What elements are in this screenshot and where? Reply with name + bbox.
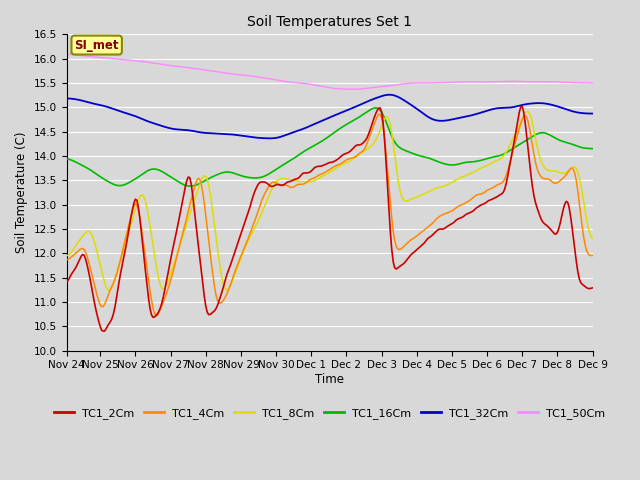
Title: Soil Temperatures Set 1: Soil Temperatures Set 1 (247, 15, 412, 29)
Y-axis label: Soil Temperature (C): Soil Temperature (C) (15, 132, 28, 253)
Legend: TC1_2Cm, TC1_4Cm, TC1_8Cm, TC1_16Cm, TC1_32Cm, TC1_50Cm: TC1_2Cm, TC1_4Cm, TC1_8Cm, TC1_16Cm, TC1… (49, 404, 610, 423)
Text: SI_met: SI_met (74, 38, 119, 51)
X-axis label: Time: Time (315, 373, 344, 386)
